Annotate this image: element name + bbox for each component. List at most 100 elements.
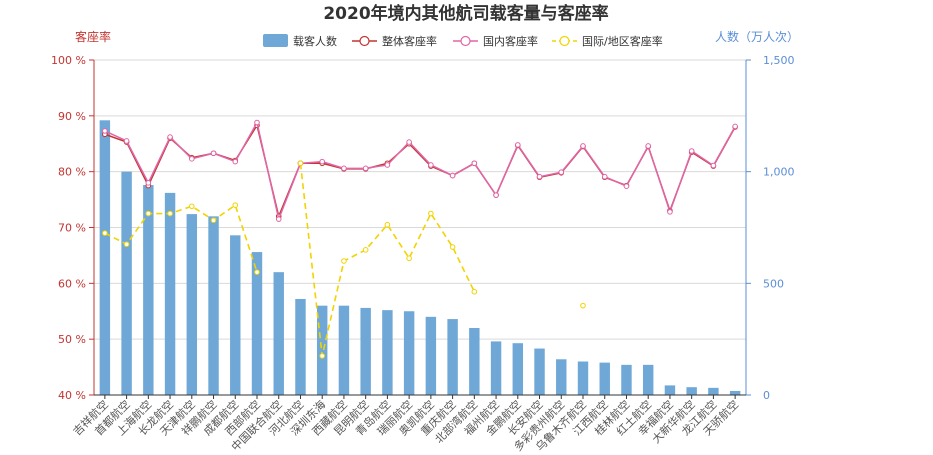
data-point <box>254 269 260 275</box>
data-point <box>580 143 586 149</box>
data-point <box>275 216 282 222</box>
left-tick-label: 40 % <box>58 389 86 402</box>
legend-label-domestic: 国内客座率 <box>483 34 538 48</box>
bar <box>273 272 284 395</box>
data-point <box>449 172 456 179</box>
data-point <box>362 247 369 253</box>
data-point <box>123 138 130 144</box>
data-point <box>123 241 130 248</box>
bar <box>382 310 393 395</box>
data-point <box>189 203 195 210</box>
legend-swatch-bar <box>263 34 288 47</box>
data-point <box>406 255 412 262</box>
bar <box>143 185 154 395</box>
bar <box>729 390 741 395</box>
left-tick-label: 90 % <box>58 110 86 123</box>
bar <box>121 171 132 395</box>
data-point <box>145 210 152 217</box>
data-point <box>362 165 369 172</box>
series-line <box>299 163 476 357</box>
legend-marker-overall <box>359 35 370 47</box>
line-series-0 <box>102 122 738 220</box>
right-tick-label: 1,500 <box>763 54 795 67</box>
data-point <box>515 142 521 148</box>
data-point <box>384 221 391 228</box>
bar <box>534 348 545 395</box>
chart-title: 2020年境内其他航司载客量与客座率 <box>323 3 608 24</box>
left-axis-name: 客座率 <box>75 29 111 44</box>
left-tick-label: 70 % <box>58 222 86 235</box>
bar <box>425 316 437 395</box>
bar <box>577 361 589 395</box>
data-point <box>710 162 717 169</box>
line-series <box>102 119 738 359</box>
bar <box>599 362 610 395</box>
data-point <box>102 230 108 236</box>
data-point <box>254 119 260 126</box>
bar <box>186 214 198 395</box>
right-tick-label: 1,000 <box>763 166 795 179</box>
bar <box>295 298 306 395</box>
data-point <box>449 244 456 250</box>
bar <box>512 343 524 395</box>
right-tick-label: 0 <box>763 389 770 402</box>
legend-label-bar: 载客人数 <box>293 34 337 48</box>
bar <box>208 216 219 395</box>
right-axis-name: 人数（万人次） <box>715 29 799 44</box>
data-point <box>471 288 478 295</box>
data-point <box>428 210 434 217</box>
data-point <box>732 123 738 130</box>
data-point <box>341 165 347 172</box>
line-series-1 <box>102 119 738 222</box>
data-point <box>645 143 652 149</box>
data-point <box>210 150 217 157</box>
bar <box>447 319 458 395</box>
data-point <box>558 169 565 176</box>
data-point <box>210 217 217 224</box>
bar <box>490 341 502 395</box>
legend-item-overall[interactable]: 整体客座率 <box>352 34 437 48</box>
left-tick-label: 60 % <box>58 277 86 290</box>
data-point <box>102 128 108 134</box>
bar <box>403 311 415 395</box>
data-point <box>232 202 239 208</box>
bar <box>99 120 111 396</box>
data-point <box>319 353 326 359</box>
data-point <box>536 173 543 180</box>
legend-label-international: 国际/地区客座率 <box>582 34 663 48</box>
data-point <box>384 162 391 168</box>
bar <box>556 359 567 395</box>
bar <box>708 387 719 395</box>
bar <box>230 235 241 395</box>
axes: 40 % 50 % 60 % 70 % 80 % 90 % 100 % 0 500 1,000 1,… <box>51 54 794 402</box>
bar-series <box>99 120 741 396</box>
left-tick-label: 80 % <box>58 166 86 179</box>
data-point <box>623 183 630 189</box>
bar <box>251 252 263 395</box>
series-line <box>104 123 736 219</box>
data-point <box>167 134 173 140</box>
legend-marker-international <box>559 35 570 47</box>
legend-item-domestic[interactable]: 国内客座率 <box>453 34 538 48</box>
legend-item-bar[interactable]: 载客人数 <box>263 34 337 48</box>
bar <box>621 364 632 395</box>
bar <box>338 305 350 395</box>
data-point <box>319 158 326 165</box>
bar <box>686 387 697 395</box>
data-point <box>580 302 586 309</box>
legend-item-international[interactable]: 国际/地区客座率 <box>552 34 663 48</box>
gridlines <box>94 59 746 340</box>
data-point <box>189 156 195 162</box>
data-point <box>493 192 499 198</box>
data-point <box>471 160 478 167</box>
series-line <box>104 203 258 273</box>
bar <box>469 328 480 395</box>
left-tick-label: 100 % <box>51 54 86 67</box>
right-tick-label: 500 <box>763 277 784 290</box>
category-labels: 吉祥航空首都航空上海航空长龙航空天津航空祥鹏航空成都航空西部航空中国联合航空河北… <box>70 397 741 454</box>
bar <box>360 307 371 395</box>
legend: 载客人数 整体客座率 国内客座率 国际/地区客座率 <box>263 34 663 48</box>
data-point <box>601 173 608 180</box>
left-tick-label: 50 % <box>58 333 86 346</box>
